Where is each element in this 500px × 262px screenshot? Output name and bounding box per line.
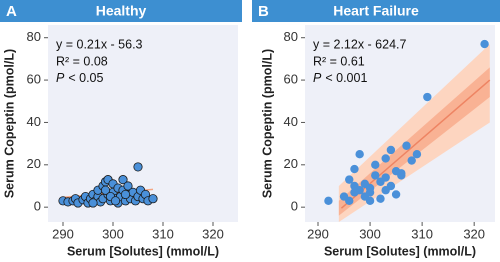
data-point xyxy=(371,160,380,170)
p-text: < 0.05 xyxy=(68,71,103,85)
p-value: P < 0.05 xyxy=(56,71,103,85)
x-tick-label: 320 xyxy=(463,226,485,241)
data-point xyxy=(133,162,143,172)
y-tick-label: 20 xyxy=(27,156,41,171)
data-point xyxy=(381,154,390,163)
y-tick-label: 40 xyxy=(27,114,41,129)
data-point xyxy=(110,196,121,206)
data-point xyxy=(391,190,401,199)
p-text: < 0.001 xyxy=(325,71,367,85)
panel-header xyxy=(0,0,242,22)
data-point xyxy=(324,196,333,206)
p-symbol: P xyxy=(56,71,65,85)
data-point xyxy=(345,175,354,184)
data-point xyxy=(355,150,364,159)
x-tick-label: 290 xyxy=(307,226,329,241)
panel-label: A xyxy=(6,3,17,20)
r-squared: R² = 0.61 xyxy=(313,54,365,68)
panel-title: Heart Failure xyxy=(333,3,419,19)
x-axis-title: Serum [Solutes] (mmol/L) xyxy=(67,244,219,258)
x-axis-title: Serum [Solutes] (mmol/L) xyxy=(324,244,476,258)
data-point xyxy=(345,196,354,206)
x-tick-label: 310 xyxy=(411,226,433,241)
data-point xyxy=(386,181,396,191)
data-point xyxy=(148,194,158,204)
data-point xyxy=(350,164,359,174)
y-tick-label: 40 xyxy=(284,114,298,129)
data-point xyxy=(350,188,359,197)
panel-title: Healthy xyxy=(96,3,147,19)
p-value: P < 0.001 xyxy=(313,71,367,85)
data-point xyxy=(365,188,375,197)
panel-header xyxy=(252,0,500,22)
data-point xyxy=(118,175,128,185)
equation: y = 0.21x - 56.3 xyxy=(56,37,143,51)
panel-label: B xyxy=(258,3,269,20)
data-point xyxy=(412,150,422,159)
y-tick-label: 0 xyxy=(291,199,298,214)
y-axis-title: Serum Copeptin (pmol/L) xyxy=(260,49,274,198)
data-point xyxy=(371,171,380,180)
data-point xyxy=(480,39,489,49)
data-point xyxy=(88,198,98,208)
x-tick-label: 310 xyxy=(152,226,174,241)
y-tick-label: 60 xyxy=(27,72,41,87)
equation: y = 2.12x - 624.7 xyxy=(313,37,407,51)
data-point xyxy=(365,196,375,206)
y-tick-label: 80 xyxy=(284,29,298,44)
data-point xyxy=(376,194,385,203)
x-tick-label: 320 xyxy=(202,226,224,241)
y-tick-label: 0 xyxy=(34,199,41,214)
data-point xyxy=(402,141,411,150)
data-point xyxy=(397,171,406,180)
y-axis-title: Serum Copeptin (pmol/L) xyxy=(2,49,16,198)
x-tick-label: 300 xyxy=(102,226,124,241)
x-tick-label: 290 xyxy=(52,226,74,241)
data-point xyxy=(100,185,111,195)
data-point xyxy=(123,181,133,191)
r-squared: R² = 0.08 xyxy=(56,54,108,68)
data-point xyxy=(381,173,390,182)
data-point xyxy=(407,156,416,165)
data-point xyxy=(423,92,432,102)
data-point xyxy=(386,145,396,155)
p-symbol: P xyxy=(313,71,322,85)
x-tick-label: 300 xyxy=(359,226,381,241)
y-tick-label: 80 xyxy=(27,29,41,44)
y-tick-label: 20 xyxy=(284,156,298,171)
y-tick-label: 60 xyxy=(284,72,298,87)
data-point xyxy=(120,189,131,200)
